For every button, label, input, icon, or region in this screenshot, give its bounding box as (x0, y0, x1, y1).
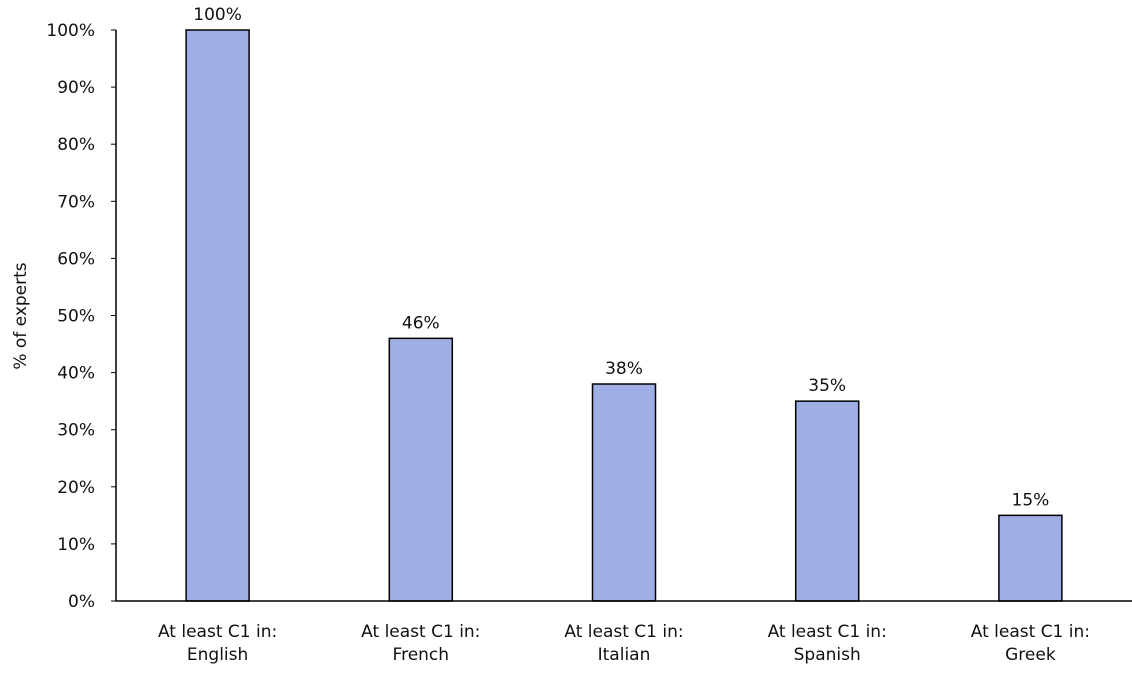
y-tick-label: 90% (57, 78, 95, 98)
x-axis-tick-labels: At least C1 in: English At least C1 in: Fre… (158, 622, 1090, 665)
y-tick-label: 10% (57, 535, 95, 555)
y-tick-label: 80% (57, 135, 95, 155)
x-tick-label: At least C1 in: (768, 622, 887, 642)
y-axis-ticks: 0% 10% 20% 30% 40% 50% 60% 70% 80% 90% 100% (46, 21, 116, 612)
y-tick-label: 60% (57, 249, 95, 269)
x-tick-label: At least C1 in: (971, 622, 1090, 642)
x-tick-label: At least C1 in: (361, 622, 480, 642)
y-tick-label: 100% (46, 21, 95, 41)
x-tick-label: Greek (1005, 645, 1056, 665)
x-tick-label: At least C1 in: (564, 622, 683, 642)
bar-value-label: 15% (1012, 490, 1050, 510)
bar-value-label: 38% (605, 359, 643, 379)
y-axis-label-group: % of experts (11, 262, 31, 369)
bar-value-label: 46% (402, 313, 440, 333)
bar (185, 29, 250, 602)
bar (388, 337, 454, 602)
y-tick-label: 20% (57, 478, 95, 498)
y-tick-label: 70% (57, 192, 95, 212)
bar (794, 400, 860, 602)
bar (591, 383, 657, 602)
x-tick-label: Spanish (794, 645, 861, 665)
x-tick-label: French (393, 645, 450, 665)
bar-value-label: 100% (193, 5, 242, 25)
bars-group (185, 29, 1063, 602)
bar (998, 514, 1063, 602)
x-tick-label: English (187, 645, 248, 665)
y-axis-label: % of experts (11, 262, 31, 369)
y-tick-label: 50% (57, 307, 95, 327)
y-tick-label: 30% (57, 421, 95, 441)
y-tick-label: 0% (68, 592, 95, 612)
y-tick-label: 40% (57, 364, 95, 384)
x-tick-label: Italian (598, 645, 651, 665)
value-labels-group: 100% 46% 38% 35% 15% (193, 5, 1049, 510)
x-tick-label: At least C1 in: (158, 622, 277, 642)
bar-value-label: 35% (808, 376, 846, 396)
